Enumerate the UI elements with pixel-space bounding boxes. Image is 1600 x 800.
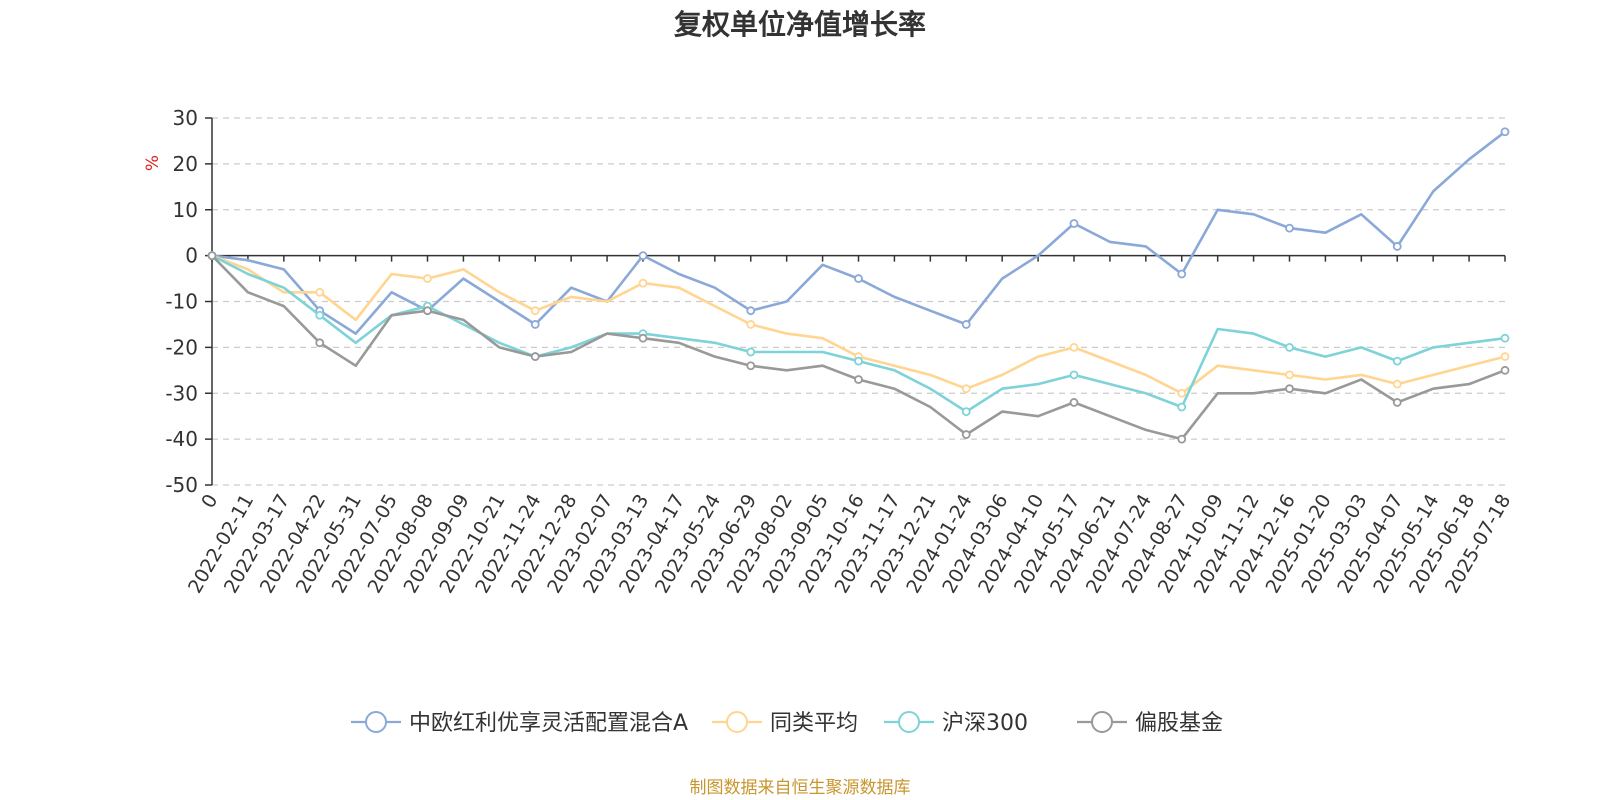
data-point: [961, 320, 971, 329]
y-tick-label: 0: [185, 244, 198, 268]
y-tick-label: -30: [165, 381, 198, 405]
data-point: [1500, 352, 1510, 361]
series-line: [211, 130, 1506, 335]
data-point: [746, 306, 756, 316]
legend-label: 中欧红利优享灵活配置混合A: [409, 711, 688, 736]
series-0: [207, 127, 1510, 335]
data-point: [1285, 342, 1294, 352]
legend-item-3[interactable]: 偏股基金: [1077, 711, 1223, 736]
x-axis: 02022-02-112022-03-172022-04-222022-05-3…: [184, 254, 1515, 597]
data-point: [1177, 388, 1187, 398]
data-point: [207, 251, 217, 261]
data-point: [1285, 370, 1294, 380]
y-tick-label: -10: [165, 290, 198, 314]
legend-item-0[interactable]: 中欧红利优享灵活配置混合A: [351, 711, 688, 736]
legend-marker: [1091, 711, 1113, 733]
y-tick-label: 10: [173, 198, 198, 222]
data-point: [746, 347, 756, 357]
data-point: [423, 306, 432, 316]
data-point: [1069, 219, 1079, 228]
data-point: [1069, 342, 1079, 352]
series-lines: [207, 127, 1510, 444]
data-point: [315, 287, 325, 297]
source-note: 制图数据来自恒生聚源数据库: [690, 778, 911, 798]
legend-label: 偏股基金: [1135, 711, 1223, 736]
data-point: [1177, 402, 1187, 412]
data-point: [1500, 365, 1510, 375]
data-point: [638, 251, 648, 261]
legend-marker: [898, 711, 920, 733]
data-point: [1069, 398, 1079, 407]
legend-item-2[interactable]: 沪深300: [884, 711, 1028, 736]
data-point: [1177, 269, 1187, 279]
data-point: [530, 320, 540, 329]
data-point: [1392, 379, 1402, 389]
data-point: [854, 375, 863, 384]
y-axis-unit: %: [143, 155, 163, 171]
data-point: [854, 356, 863, 366]
y-tick-label: -40: [165, 427, 198, 451]
legend[interactable]: 中欧红利优享灵活配置混合A 同类平均 沪深300 偏股基金: [351, 711, 1223, 736]
data-point: [1500, 127, 1510, 137]
data-point: [961, 430, 971, 439]
data-point: [746, 320, 756, 329]
data-point: [1392, 242, 1402, 251]
legend-label: 同类平均: [770, 711, 858, 736]
y-tick-label: -50: [165, 473, 198, 497]
chart-title: 复权单位净值增长率: [674, 8, 926, 41]
data-point: [961, 407, 971, 417]
series-3: [207, 251, 1510, 444]
y-axis: 30 20 10 0 -10 -20 -30 -40 -50: [165, 106, 213, 497]
data-point: [315, 338, 325, 348]
grid-lines: [212, 117, 1505, 486]
y-tick-label: 30: [173, 106, 198, 130]
data-point: [1392, 356, 1402, 366]
data-point: [638, 278, 648, 288]
legend-label: 沪深300: [942, 711, 1028, 736]
data-point: [1069, 370, 1079, 380]
data-point: [961, 384, 971, 394]
series-1: [207, 251, 1510, 398]
data-point: [1285, 223, 1294, 233]
y-tick-label: -20: [165, 335, 198, 359]
y-tick-label: 20: [173, 152, 198, 176]
data-point: [1177, 434, 1187, 444]
data-point: [746, 361, 756, 371]
legend-marker: [726, 711, 748, 733]
series-line: [211, 254, 1506, 441]
data-point: [638, 333, 648, 343]
data-point: [1285, 384, 1294, 394]
data-point: [423, 274, 432, 283]
data-point: [530, 306, 540, 316]
x-tick-label: 0: [197, 491, 222, 512]
data-point: [854, 274, 863, 283]
data-point: [1392, 398, 1402, 407]
legend-item-1[interactable]: 同类平均: [712, 711, 858, 736]
data-point: [530, 352, 540, 361]
legend-marker: [365, 711, 387, 733]
data-point: [315, 310, 325, 320]
data-point: [1500, 333, 1510, 343]
